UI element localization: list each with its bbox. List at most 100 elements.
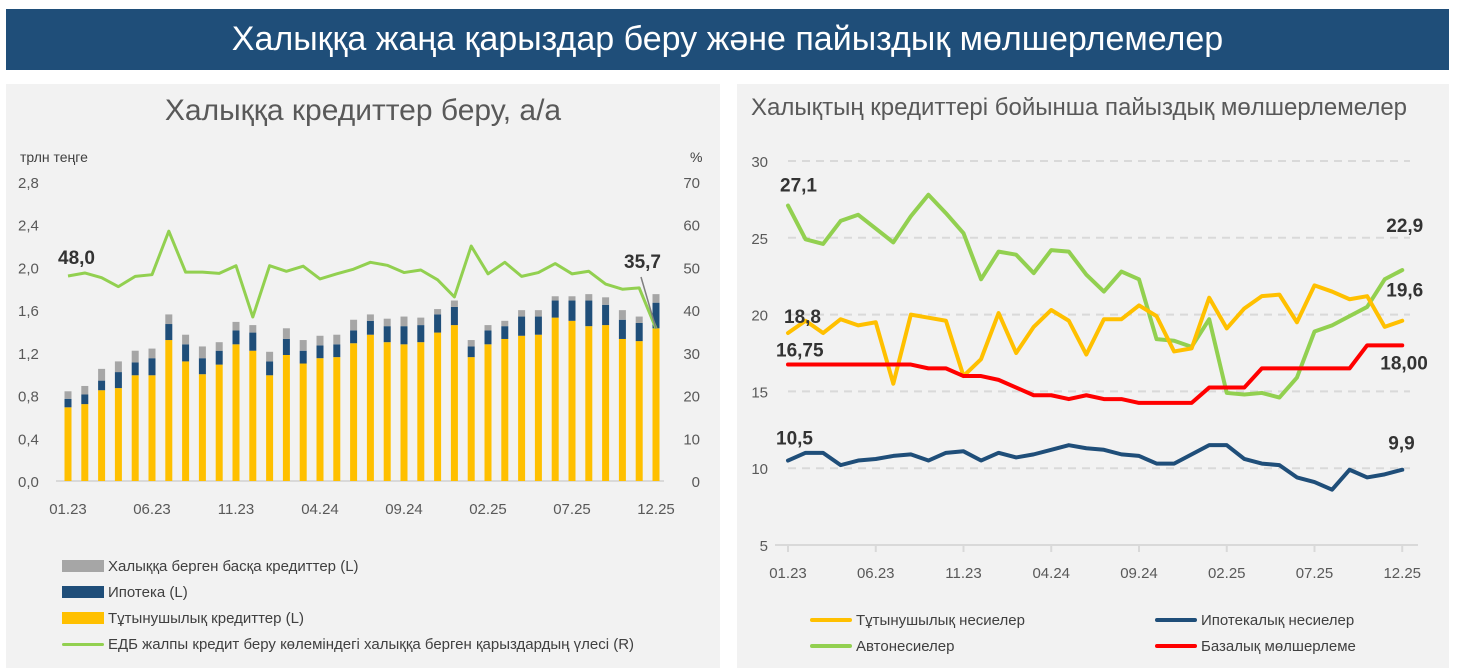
consumer-credit-bar [383,342,391,481]
other-credit-bar [114,361,122,373]
left-x-tick-label: 04.24 [301,501,339,518]
consumer-credit-bar [417,342,425,481]
mortgage-bar [282,338,290,355]
other-credit-bar [64,391,72,399]
other-credit-bar [534,310,542,317]
other-credit-bar [333,334,341,345]
mortgage-bar [534,316,542,335]
other-credit-bar [198,346,206,359]
consumer-credit-bar [518,335,526,481]
consumer-credits-swatch [62,612,104,624]
mortgage-bar [299,350,307,364]
mortgage-bar [215,350,223,365]
mortgage-bar [316,345,324,359]
legend-label: Ипотекалық несиелер [1201,611,1355,629]
other-credit-bar [518,310,526,317]
other-credits-swatch [62,560,104,572]
left-y-tick-label: 1,6 [18,303,39,320]
consumer-credit-bar [282,354,290,481]
other-credit-bar [249,325,257,333]
mortgage-bar [366,320,374,335]
other-credit-bar [232,321,240,331]
right-y-tick-label: 30 [683,346,700,363]
other-credit-bar [501,320,509,327]
other-credit-bar [366,314,374,321]
left-y-tick-label: 0,8 [18,389,39,406]
consumer-credit-bar [434,332,442,481]
left-y-tick-label: 0,4 [18,431,39,448]
left-x-tick-label: 02.25 [469,501,507,518]
consumer-credit-bar [232,344,240,481]
consumer-credit-bar [198,374,206,481]
consumer-credit-bar [400,344,408,481]
other-credit-bar [98,368,106,381]
legend-item-base-rate: Базалық мөлшерлеме [1155,633,1356,659]
other-credit-bar [131,350,139,363]
other-credit-bar [182,334,190,345]
other-credit-bar [484,325,492,331]
end-label-leader-line [640,276,657,329]
mortgage-bar [64,398,72,408]
mortgage-bar [333,344,341,358]
other-credit-bar [165,314,173,325]
legend-label: ЕДБ жалпы кредит беру көлеміндегі халыққ… [108,635,635,653]
mortgage-bar [400,326,408,345]
share-line [67,229,658,330]
mortgage-bar [434,314,442,333]
right-y-tick-label: 10 [683,431,700,448]
consumer-credit-bar [585,326,593,481]
mortgage-rate-swatch [1155,618,1197,622]
legend-item-mortgage-rate: Ипотекалық несиелер [1155,607,1354,633]
legend-label: Халыққа берген басқа кредиттер (L) [108,557,359,575]
mortgage-bar [450,306,458,326]
right-axis-unit: % [690,149,702,165]
other-credit-bar [81,385,89,395]
legend-item-consumer: Тұтынушылық кредиттер (L) [62,605,634,631]
page-banner-title: Халыққа жаңа қарыздар беру және пайыздық… [6,9,1449,70]
share-start-label: 48,0 [58,248,95,269]
consumer-credit-bar [148,375,156,481]
left-x-tick-label: 06.23 [133,501,171,518]
left-y-tick-label: 2,8 [18,175,39,192]
consumer-credit-bar [652,328,660,481]
legend-label: Тұтынушылық несиелер [856,611,1025,629]
mortgage-bar [383,326,391,343]
other-credit-bar [350,319,358,331]
consumer-credit-bar [501,338,509,481]
right-y-tick-label: 0 [692,474,700,491]
mortgage-bar [98,380,106,391]
other-credit-bar [417,317,425,326]
mortgage-bar [350,330,358,344]
right-y-tick-label: 70 [683,175,700,192]
legend-label: Базалық мөлшерлеме [1201,637,1356,655]
other-credit-bar [316,335,324,346]
consumer-credit-bar [350,343,358,481]
other-credit-bar [652,294,660,303]
other-credit-bar [602,297,610,305]
other-credit-bar [215,342,223,351]
other-credit-bar [635,316,643,323]
consumer-credit-bar [131,375,139,481]
left-x-tick-label: 09.24 [385,501,423,518]
mortgage-bar [518,316,526,336]
right-y-tick-label: 40 [683,303,700,320]
mortgage-bar [652,302,660,329]
mortgage-bar [266,361,274,376]
legend-label: Автонесиелер [856,637,955,655]
share-end-label: 35,7 [624,252,661,273]
consumer-credit-bar [333,357,341,481]
left-x-tick-label: 12.25 [637,501,675,518]
consumer-rate-swatch [810,618,852,622]
other-credit-bar [618,310,626,320]
consumer-credit-bar [551,317,559,481]
legend-item-consumer-rate: Тұтынушылық несиелер [810,607,1155,633]
base-rate-swatch [1155,644,1197,648]
lending-chart-panel: Халыққа кредиттер беру, а/а [6,84,720,668]
legend-label: Тұтынушылық кредиттер (L) [108,609,304,627]
consumer-credit-bar [81,404,89,481]
mortgage-bar [165,324,173,341]
right-y-tick-label: 20 [683,389,700,406]
mortgage-swatch [62,586,104,598]
consumer-credit-bar [366,334,374,481]
